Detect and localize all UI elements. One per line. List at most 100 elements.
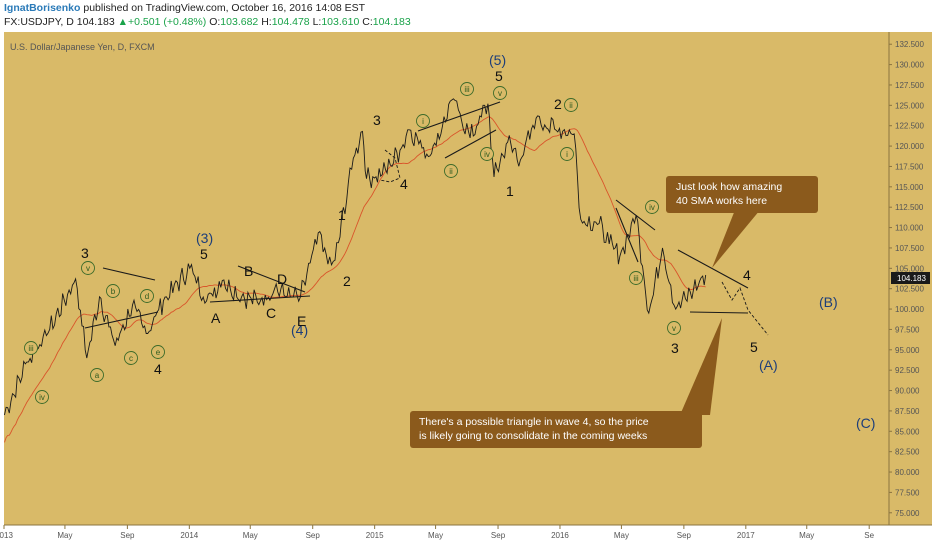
callout-bottom-line1: There's a possible triangle in wave 4, s… <box>419 416 649 428</box>
y-tick-label: 122.500 <box>895 122 924 131</box>
y-tick-label: 125.000 <box>895 101 924 110</box>
wave-circle <box>24 341 38 355</box>
publish-line: IgnatBorisenko published on TradingView.… <box>4 2 365 14</box>
x-tick-label: May <box>428 531 443 540</box>
wave-circle <box>564 98 578 112</box>
plot-background <box>4 32 889 525</box>
ohlc-line: FX:USDJPY, D 104.183 ▲+0.501 (+0.48%) O:… <box>4 16 411 28</box>
callout-top-box <box>666 176 818 213</box>
author-link[interactable]: IgnatBorisenko <box>4 2 81 14</box>
projection-wave4 <box>379 149 401 183</box>
wave-label-circled: ii <box>569 101 573 110</box>
y-tick-label: 107.500 <box>895 244 924 253</box>
last-price: 104.183 <box>76 16 115 28</box>
wave-label-circled: i <box>566 150 568 159</box>
wave-circle <box>106 284 120 298</box>
price-line <box>4 98 707 416</box>
time-axis: 2013 May Sep 2014 May Sep 2015 May Sep 2016 May Sep… <box>0 525 875 540</box>
y-tick-label: 82.500 <box>895 448 920 457</box>
y-tick-label: 102.500 <box>895 285 924 294</box>
wave-label-major: 5 <box>750 339 758 355</box>
y-tick-label: 87.500 <box>895 407 920 416</box>
y-tick-label: 90.000 <box>895 387 920 396</box>
wave-label-abcde: C <box>266 305 276 321</box>
y-tick-label: 92.500 <box>895 366 920 375</box>
x-tick-label: 2016 <box>551 531 569 540</box>
wave-circle <box>151 345 165 359</box>
y-tick-label: 132.500 <box>895 40 924 49</box>
callout-bottom: There's a possible triangle in wave 4, s… <box>410 318 722 448</box>
wave-label-major: 3 <box>373 112 381 128</box>
x-tick-label: Se <box>864 531 874 540</box>
y-tick-label: 75.000 <box>895 509 920 518</box>
wave-label-circled: iii <box>28 344 34 353</box>
close-value: 104.183 <box>372 16 411 28</box>
trend-line-wave5-upper <box>417 101 501 132</box>
trend-line-b-d <box>102 267 156 281</box>
change-arrow-icon: ▲ <box>117 16 129 28</box>
callout-bottom-line2: is likely going to consolidate in the co… <box>419 430 647 442</box>
y-tick-label: 127.500 <box>895 81 924 90</box>
wave-label-circled: iv <box>39 393 45 402</box>
price-chart[interactable]: 132.500 130.000 127.500 125.000 122.500 120.0… <box>0 30 932 550</box>
wave-label-major: 1 <box>338 207 346 223</box>
wave-label-major: 5 <box>495 68 503 84</box>
x-tick-label: May <box>614 531 629 540</box>
y-tick-label: 110.000 <box>895 224 924 233</box>
y-tick-label: 117.500 <box>895 162 924 171</box>
wave-circle <box>90 368 104 382</box>
y-tick-label: 85.000 <box>895 427 920 436</box>
wave-circle <box>416 114 430 128</box>
callout-top: Just look how amazing 40 SMA works here <box>666 176 818 268</box>
high-value: 104.478 <box>271 16 310 28</box>
wave-label-major: 4 <box>743 267 751 283</box>
wave-label-circled: iv <box>649 203 655 212</box>
wave-label-blue: (3) <box>196 230 213 246</box>
price-tag: 104.183 <box>891 272 930 284</box>
y-tick-label: 77.500 <box>895 488 920 497</box>
trend-line-a-e <box>84 311 159 329</box>
y-tick-label: 95.000 <box>895 346 920 355</box>
wave-circle <box>35 390 49 404</box>
last-price-tag-box <box>891 272 930 284</box>
callout-top-line1: Just look how amazing <box>676 181 782 193</box>
wave-label-circled: v <box>672 324 676 333</box>
wave-circle <box>140 289 154 303</box>
wave-label-circled: v <box>86 264 90 273</box>
chart-area[interactable]: 132.500 130.000 127.500 125.000 122.500 120.0… <box>0 30 932 550</box>
x-tick-label: May <box>57 531 72 540</box>
projection-path <box>721 281 769 336</box>
x-tick-label: May <box>243 531 258 540</box>
last-price-tag: 104.183 <box>897 274 926 283</box>
trend-line-wedge-1 <box>615 199 656 231</box>
wave-label-abcde: A <box>211 310 221 326</box>
low-label: L: <box>312 16 322 28</box>
wave-label-circled: d <box>145 292 149 301</box>
wave-label-circled: iv <box>484 150 490 159</box>
y-tick-label: 130.000 <box>895 61 924 70</box>
low-value: 103.610 <box>321 16 360 28</box>
wave-label-abcde: E <box>297 313 306 329</box>
wave-label-circled: b <box>111 287 116 296</box>
x-tick-label: Sep <box>306 531 321 540</box>
wave-circle <box>629 271 643 285</box>
wave-label-blue: (5) <box>489 52 506 68</box>
x-tick-label: 2015 <box>366 531 384 540</box>
trend-line-wedge-2 <box>615 207 639 263</box>
wave-label-blue: (C) <box>856 415 875 431</box>
wave-label-blue: (A) <box>759 357 778 373</box>
wave-label-abcde: B <box>244 263 253 279</box>
open-value: 103.682 <box>220 16 259 28</box>
high-label: H: <box>261 16 272 28</box>
wave-circle <box>124 351 138 365</box>
wave-label-major: 2 <box>554 96 562 112</box>
trend-line-abcde-upper <box>237 265 306 293</box>
wave-label-circled: c <box>129 354 133 363</box>
wave-label-major: 4 <box>154 361 162 377</box>
symbol-label: FX:USDJPY, D <box>4 16 74 28</box>
wave-circle <box>645 200 659 214</box>
y-tick-label: 115.000 <box>895 183 924 192</box>
publish-info: published on TradingView.com, October 16… <box>83 2 366 14</box>
x-tick-label: Sep <box>491 531 506 540</box>
